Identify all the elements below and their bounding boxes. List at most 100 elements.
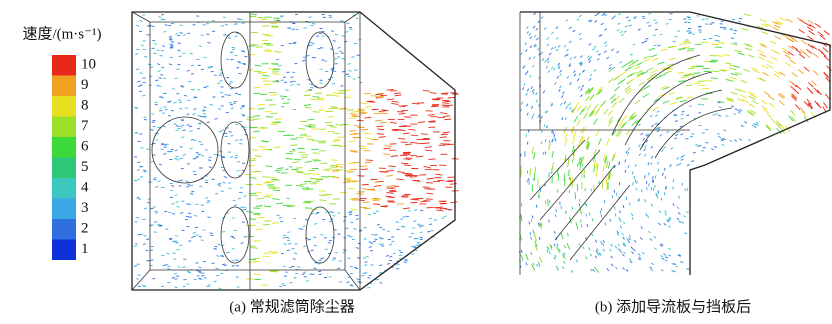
colorbar-cell bbox=[52, 199, 76, 220]
velocity-vector bbox=[536, 92, 538, 95]
velocity-vector bbox=[175, 242, 178, 243]
velocity-vector bbox=[172, 88, 175, 89]
velocity-vector bbox=[673, 179, 674, 182]
colorbar-cell bbox=[52, 137, 76, 158]
velocity-vector bbox=[167, 266, 170, 267]
velocity-vector bbox=[154, 232, 157, 233]
velocity-vector bbox=[256, 229, 263, 230]
velocity-vector bbox=[731, 43, 738, 44]
colorbar-label: 2 bbox=[81, 220, 89, 236]
velocity-vector bbox=[712, 71, 719, 72]
velocity-vector bbox=[265, 50, 272, 51]
velocity-vector bbox=[748, 139, 750, 141]
velocity-vector bbox=[272, 199, 279, 200]
velocity-vector bbox=[633, 44, 636, 45]
colorbar-cell bbox=[52, 219, 76, 240]
velocity-vector bbox=[541, 223, 542, 226]
velocity-vector bbox=[179, 102, 182, 103]
velocity-vector bbox=[380, 206, 387, 207]
velocity-vector bbox=[364, 117, 371, 118]
velocity-vector bbox=[576, 222, 578, 229]
velocity-vector bbox=[638, 254, 640, 256]
velocity-vector bbox=[554, 134, 555, 137]
velocity-vector bbox=[807, 87, 812, 92]
velocity-vector bbox=[201, 240, 204, 241]
velocity-vector bbox=[351, 57, 354, 58]
velocity-vector bbox=[626, 269, 628, 271]
velocity-vector bbox=[610, 249, 612, 251]
velocity-vector bbox=[241, 243, 244, 244]
velocity-vector bbox=[579, 73, 581, 75]
velocity-vector bbox=[601, 208, 602, 211]
velocity-vector bbox=[312, 140, 319, 141]
velocity-vector bbox=[634, 66, 640, 69]
velocity-vector bbox=[525, 154, 526, 157]
velocity-vector bbox=[238, 198, 241, 199]
velocity-vector bbox=[594, 69, 596, 71]
velocity-vector bbox=[660, 245, 662, 247]
velocity-vector bbox=[249, 158, 256, 159]
velocity-vector bbox=[710, 61, 717, 62]
velocity-vector bbox=[374, 182, 381, 183]
velocity-vector bbox=[717, 102, 720, 103]
velocity-vector bbox=[333, 141, 340, 142]
velocity-vector bbox=[251, 247, 258, 248]
velocity-vector bbox=[308, 240, 311, 241]
velocity-vector bbox=[671, 270, 674, 271]
velocity-vector bbox=[824, 73, 829, 78]
velocity-vector bbox=[217, 184, 220, 185]
velocity-vector bbox=[780, 18, 786, 21]
colorbar-cell bbox=[52, 55, 76, 76]
velocity-vector bbox=[644, 154, 646, 157]
velocity-vector bbox=[577, 120, 580, 126]
velocity-vector bbox=[580, 220, 581, 223]
velocity-vector bbox=[288, 205, 295, 206]
velocity-vector bbox=[302, 274, 305, 275]
velocity-vector bbox=[632, 213, 633, 216]
velocity-vector bbox=[740, 110, 743, 111]
velocity-vector bbox=[556, 27, 558, 29]
velocity-vector bbox=[574, 116, 577, 122]
colorbar-label: 9 bbox=[81, 77, 89, 93]
velocity-vector bbox=[630, 203, 631, 206]
velocity-vector bbox=[307, 119, 314, 120]
velocity-vector bbox=[176, 202, 179, 203]
velocity-vector bbox=[801, 40, 807, 44]
velocity-vector bbox=[386, 193, 393, 194]
velocity-vector bbox=[258, 104, 265, 105]
velocity-vector bbox=[620, 72, 626, 76]
velocity-vector bbox=[762, 106, 768, 110]
velocity-vector bbox=[693, 152, 696, 153]
velocity-vector bbox=[371, 96, 378, 97]
velocity-vector bbox=[565, 117, 566, 120]
velocity-vector bbox=[420, 232, 423, 233]
velocity-vector bbox=[683, 75, 690, 76]
velocity-vector bbox=[193, 171, 196, 172]
velocity-vector bbox=[614, 76, 619, 80]
velocity-vector bbox=[813, 70, 818, 75]
velocity-vector bbox=[622, 254, 624, 256]
velocity-vector bbox=[587, 56, 589, 58]
velocity-vector bbox=[549, 252, 550, 255]
velocity-vector bbox=[144, 172, 147, 173]
velocity-vector bbox=[642, 42, 645, 43]
velocity-vector bbox=[655, 76, 661, 79]
velocity-vector bbox=[627, 239, 629, 241]
velocity-vector bbox=[366, 256, 369, 257]
velocity-vector bbox=[551, 48, 553, 50]
velocity-vector bbox=[230, 136, 233, 137]
velocity-vector bbox=[207, 202, 210, 203]
velocity-vector bbox=[527, 31, 529, 33]
velocity-vector bbox=[798, 70, 803, 74]
velocity-vector bbox=[233, 200, 236, 201]
velocity-vector bbox=[616, 130, 620, 136]
velocity-vector bbox=[363, 227, 366, 228]
velocity-vector bbox=[557, 76, 559, 78]
velocity-vector bbox=[141, 45, 144, 46]
velocity-vector bbox=[277, 172, 280, 173]
velocity-vector bbox=[167, 151, 170, 152]
velocity-vector bbox=[712, 44, 719, 45]
velocity-vector bbox=[224, 177, 227, 178]
velocity-vector bbox=[306, 55, 309, 56]
velocity-vector bbox=[666, 131, 669, 133]
